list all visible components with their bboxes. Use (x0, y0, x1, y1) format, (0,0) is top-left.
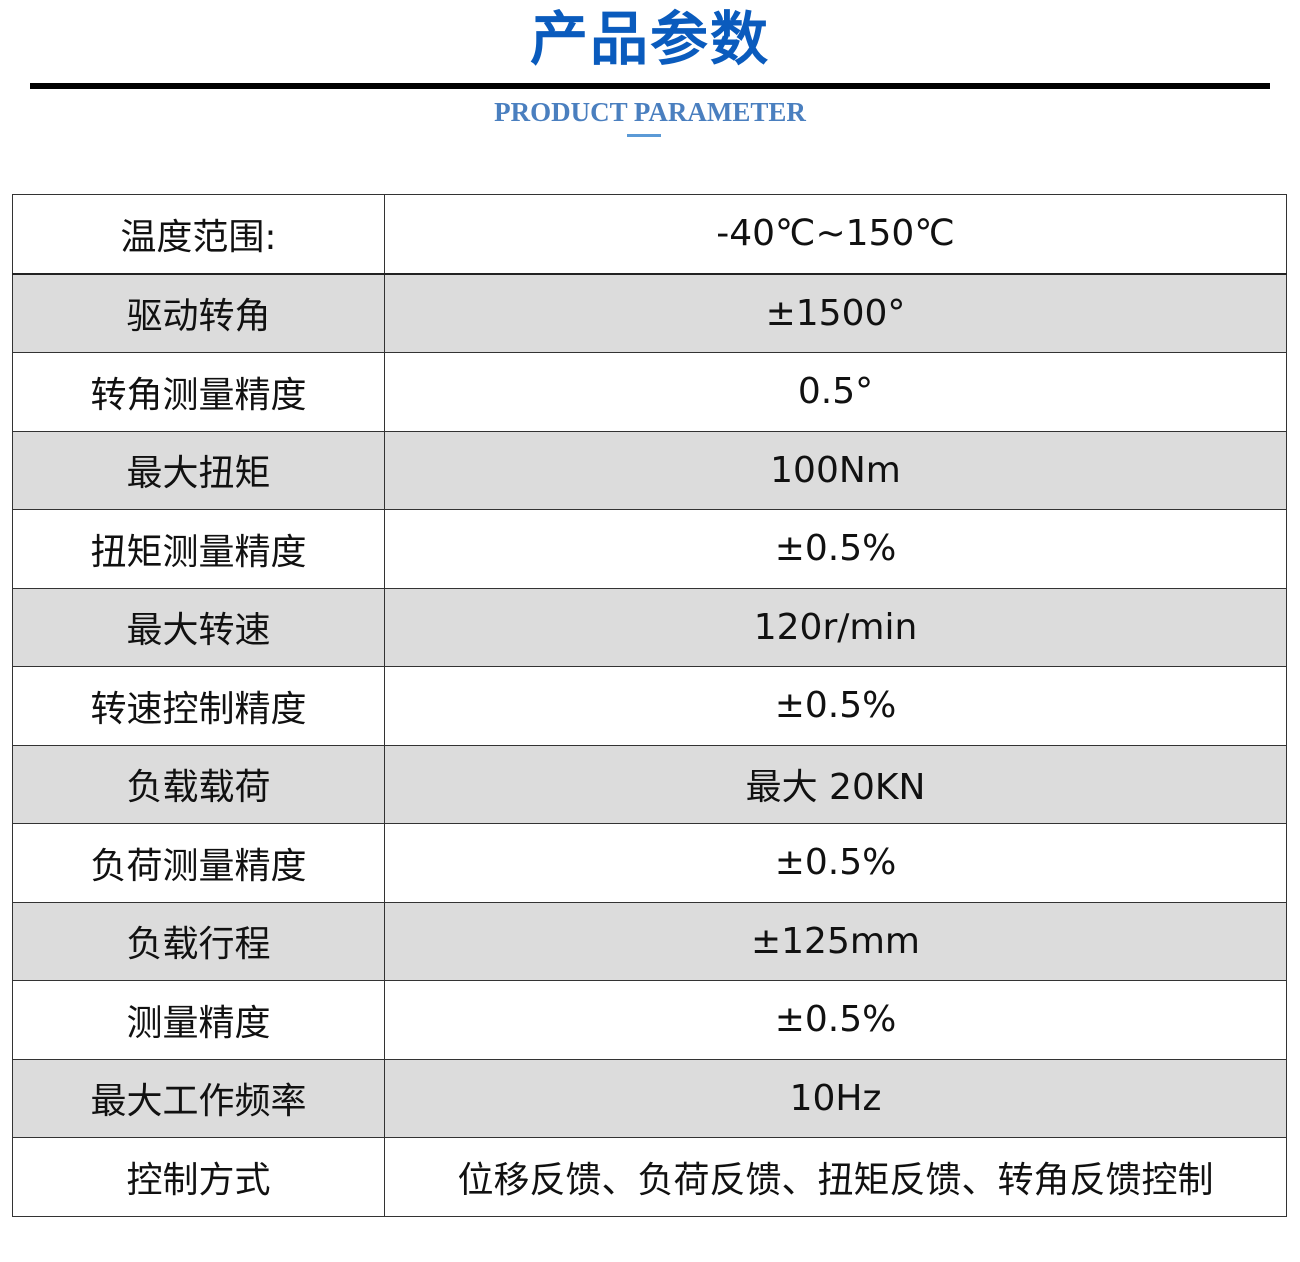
table-row: 驱动转角 ±1500° (12, 273, 1287, 353)
param-label: 转速控制精度 (12, 666, 385, 746)
param-label: 温度范围: (12, 194, 385, 275)
param-value: 100Nm (384, 430, 1287, 510)
param-label: 最大工作频率 (12, 1058, 385, 1138)
param-label: 测量精度 (12, 980, 385, 1060)
param-label: 驱动转角 (12, 273, 385, 353)
param-label: 最大转速 (12, 587, 385, 667)
param-label: 负载载荷 (12, 744, 385, 824)
param-label: 扭矩测量精度 (12, 509, 385, 589)
param-value: 120r/min (384, 587, 1287, 667)
param-label: 负载行程 (12, 901, 385, 981)
table-row: 控制方式 位移反馈、负荷反馈、扭矩反馈、转角反馈控制 (12, 1137, 1287, 1217)
param-label: 负荷测量精度 (12, 823, 385, 903)
param-value: ±0.5% (384, 823, 1287, 903)
param-label: 转角测量精度 (12, 352, 385, 432)
param-value: 最大 20KN (384, 744, 1287, 824)
page-title: 产品参数 (529, 5, 770, 73)
param-value: ±1500° (384, 273, 1287, 353)
table-row: 负荷测量精度 ±0.5% (12, 823, 1287, 903)
param-value: 位移反馈、负荷反馈、扭矩反馈、转角反馈控制 (384, 1137, 1287, 1217)
parameter-table: 温度范围: -40℃~150℃ 驱动转角 ±1500° 转角测量精度 0.5° 最大扭矩 10… (12, 194, 1287, 1217)
table-row: 测量精度 ±0.5% (12, 980, 1287, 1060)
param-value: 0.5° (384, 352, 1287, 432)
param-value: ±0.5% (384, 980, 1287, 1060)
table-row: 最大转速 120r/min (12, 587, 1287, 667)
table-row: 扭矩测量精度 ±0.5% (12, 509, 1287, 589)
table-row: 最大扭矩 100Nm (12, 430, 1287, 510)
table-row: 转角测量精度 0.5° (12, 352, 1287, 432)
table-row: 最大工作频率 10Hz (12, 1058, 1287, 1138)
table-row: 温度范围: -40℃~150℃ (12, 194, 1287, 275)
param-value: -40℃~150℃ (384, 194, 1287, 275)
param-value: ±125mm (384, 901, 1287, 981)
title-divider (30, 83, 1270, 89)
param-value: ±0.5% (384, 666, 1287, 746)
table-row: 负载载荷 最大 20KN (12, 744, 1287, 824)
param-label: 控制方式 (12, 1137, 385, 1217)
table-row: 负载行程 ±125mm (12, 901, 1287, 981)
table-row: 转速控制精度 ±0.5% (12, 666, 1287, 746)
param-label: 最大扭矩 (12, 430, 385, 510)
page-subtitle: PRODUCT PARAMETER (494, 97, 806, 127)
param-value: 10Hz (384, 1058, 1287, 1138)
subtitle-underline (627, 134, 661, 137)
param-value: ±0.5% (384, 509, 1287, 589)
